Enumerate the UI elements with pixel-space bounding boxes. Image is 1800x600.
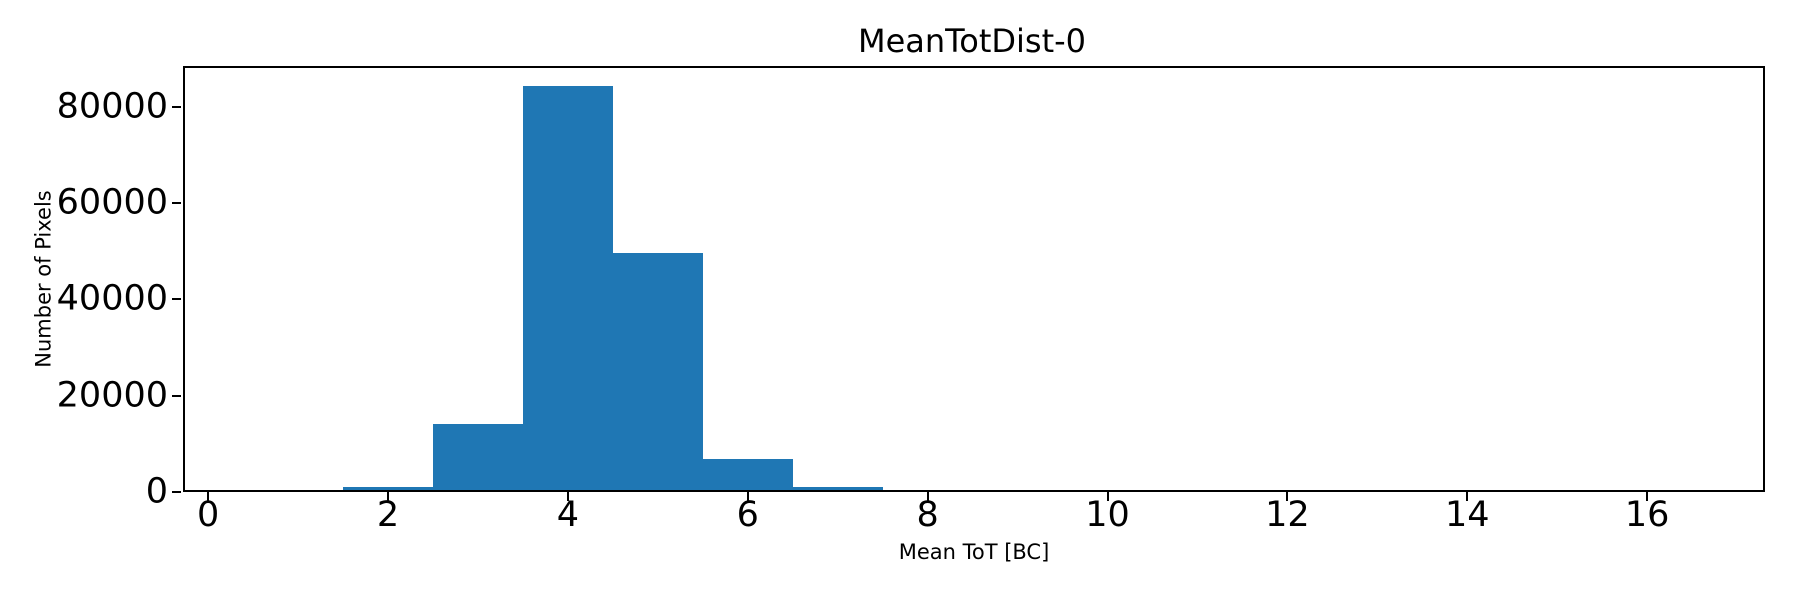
x-tick-label: 10 — [1085, 495, 1130, 535]
x-tick-mark — [566, 492, 569, 501]
chart-title: MeanTotDist-0 — [857, 22, 1087, 60]
y-tick-mark — [172, 105, 181, 108]
x-tick-mark — [1466, 492, 1469, 501]
x-tick-label: 2 — [376, 495, 400, 535]
histogram-bar — [343, 487, 433, 490]
x-tick-mark — [1646, 492, 1649, 501]
histogram-bar — [522, 85, 613, 490]
x-tick-label: 8 — [916, 495, 939, 535]
y-tick-label: 0 — [145, 471, 168, 512]
y-tick-mark — [172, 202, 181, 205]
x-axis-label: Mean ToT [BC] — [898, 540, 1050, 564]
y-tick-label: 60000 — [56, 182, 168, 223]
x-tick-label: 6 — [736, 495, 759, 535]
x-tick-mark — [1286, 492, 1289, 501]
x-tick-label: 4 — [556, 495, 580, 535]
x-tick-label: 14 — [1445, 495, 1490, 535]
x-tick-mark — [1106, 492, 1109, 501]
y-tick-label: 20000 — [56, 375, 168, 416]
x-tick-label: 12 — [1265, 495, 1310, 535]
x-tick-mark — [926, 492, 929, 501]
x-tick-mark — [207, 492, 210, 501]
y-tick-label: 80000 — [56, 86, 168, 127]
y-tick-mark — [172, 298, 181, 301]
x-tick-label: 16 — [1624, 495, 1670, 535]
histogram-bar — [792, 487, 883, 490]
x-tick-mark — [387, 492, 390, 501]
x-tick-label: 0 — [197, 495, 220, 535]
histogram-bar — [702, 458, 793, 490]
y-tick-mark — [172, 394, 181, 397]
histogram-bar — [612, 252, 703, 490]
histogram-bar — [433, 423, 523, 490]
plot-area — [183, 66, 1765, 492]
y-tick-label: 40000 — [56, 278, 168, 319]
x-tick-mark — [746, 492, 749, 501]
y-tick-mark — [172, 491, 181, 493]
